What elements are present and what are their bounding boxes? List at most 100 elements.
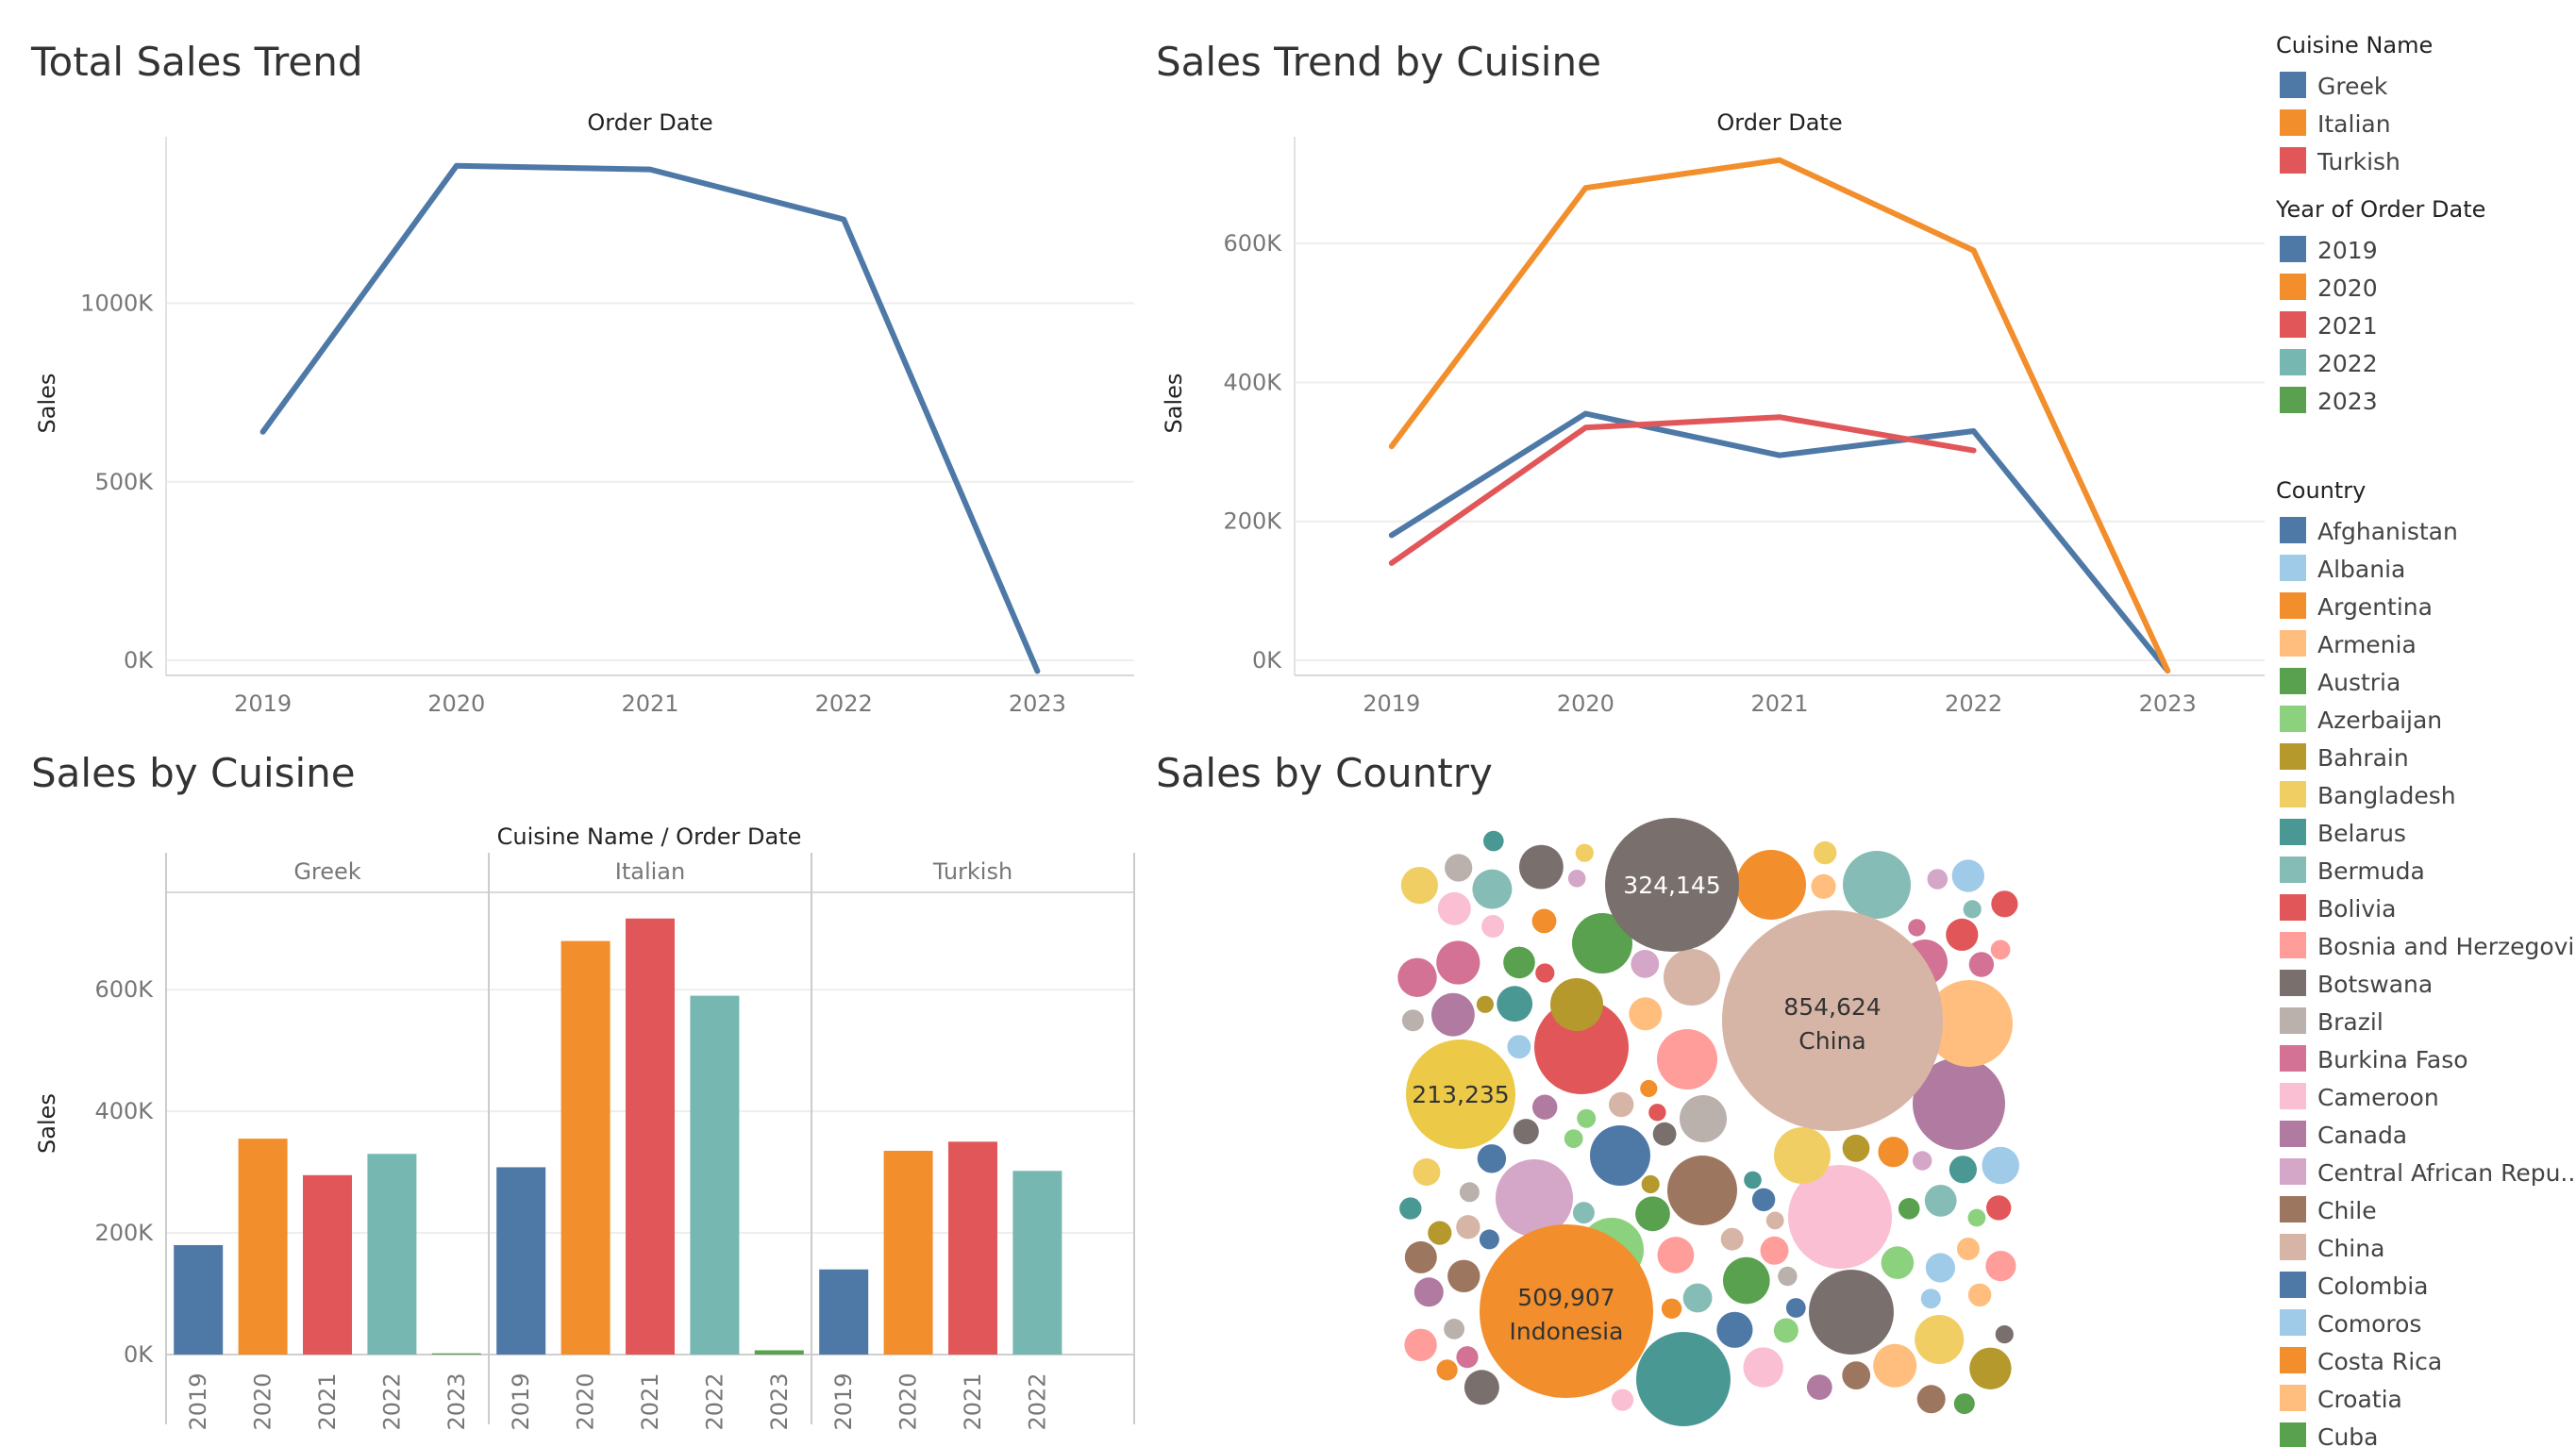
x-tick-label: 2019: [508, 1372, 534, 1430]
legend-item-label: Afghanistan: [2317, 518, 2458, 545]
legend-swatch-country: [2280, 894, 2306, 921]
country-bubble: [1736, 850, 1806, 920]
legend-item-label: 2021: [2317, 312, 2378, 340]
legend-item-label: Cameroon: [2317, 1084, 2439, 1111]
country-bubble: [1963, 900, 1982, 919]
country-bubble: [1814, 840, 1837, 865]
country-bubble: [1842, 1134, 1870, 1162]
bar-turkish-2022: [1012, 1171, 1062, 1355]
bar-turkish-2020: [883, 1151, 933, 1355]
country-bubble: [1572, 1202, 1595, 1224]
country-bubble: [1990, 940, 2011, 960]
country-bubble: [1878, 1137, 1909, 1168]
legend-swatch-country: [2280, 857, 2306, 883]
x-tick-label: 2021: [621, 690, 678, 717]
bar-greek-2022: [367, 1154, 417, 1355]
country-bubble: [1982, 1146, 2019, 1185]
country-bubble: [1577, 1108, 1597, 1128]
legend-swatch-country: [2280, 1347, 2306, 1373]
country-bubble: [1661, 1298, 1682, 1320]
country-bubble: [1751, 1188, 1776, 1212]
country-bubble: [1716, 1311, 1753, 1348]
x-tick-label: 2019: [185, 1372, 211, 1430]
legend-item-label: Chile: [2317, 1197, 2377, 1224]
legend-swatch-country: [2280, 555, 2306, 581]
country-bubble: [1399, 1197, 1422, 1220]
country-bubble: [1773, 1318, 1798, 1343]
y-tick-label: 200K: [94, 1220, 154, 1246]
country-bubble: [1445, 854, 1473, 882]
country-bubble-bangladesh: [1406, 1040, 1515, 1149]
country-bubble: [1464, 1370, 1499, 1405]
country-bubble: [1744, 1171, 1762, 1189]
cuisine-pane-header: Turkish: [932, 858, 1012, 885]
x-tick-label: 2020: [895, 1372, 922, 1430]
legend-swatch-country: [2280, 1309, 2306, 1336]
chart-title: Sales by Cuisine: [31, 750, 356, 796]
country-bubble: [1444, 1319, 1464, 1339]
x-tick-label: 2022: [815, 690, 873, 717]
legend-title: Cuisine Name: [2276, 32, 2433, 58]
legend-swatch-cuisine: [2280, 147, 2306, 174]
bubble-value-label: 854,624: [1783, 993, 1881, 1021]
legend-swatch-country: [2280, 630, 2306, 657]
y-tick-label: 0K: [124, 1341, 154, 1368]
bar-turkish-2021: [948, 1141, 997, 1355]
legend-swatch-country: [2280, 1272, 2306, 1298]
x-tick-label: 2019: [234, 690, 292, 717]
chart-title: Total Sales Trend: [30, 39, 363, 85]
country-bubble: [1413, 1158, 1441, 1186]
legend-item-label: Bermuda: [2317, 857, 2425, 885]
legend-item-label: Colombia: [2317, 1272, 2428, 1300]
country-bubble: [1431, 992, 1475, 1037]
country-bubble: [1483, 830, 1504, 852]
x-tick-label: 2020: [1557, 690, 1614, 717]
legend-item-label: Greek: [2317, 73, 2388, 100]
country-bubble: [1881, 1246, 1915, 1279]
country-bubble: [1564, 1129, 1583, 1148]
legend-swatch-country: [2280, 1196, 2306, 1222]
country-bubble: [1774, 1127, 1831, 1184]
legend-item-label: Canada: [2317, 1122, 2407, 1149]
country-bubble: [1641, 1174, 1660, 1194]
country-bubble: [1946, 918, 1979, 952]
x-tick-label: 2021: [314, 1372, 341, 1430]
country-bubble: [1477, 1144, 1507, 1173]
legend-item-label: 2020: [2317, 274, 2378, 302]
country-bubble: [1507, 1035, 1531, 1059]
legend-swatch-country: [2280, 970, 2306, 996]
y-tick-label: 0K: [124, 647, 154, 674]
country-bubble: [1456, 1346, 1479, 1369]
country-bubble: [1590, 1125, 1650, 1186]
country-bubble: [1967, 1283, 1992, 1307]
country-bubble: [1456, 1215, 1480, 1239]
legend-swatch-year: [2280, 274, 2306, 300]
legend-item-label: Burkina Faso: [2317, 1046, 2468, 1073]
country-bubble: [1995, 1325, 2014, 1344]
sales-by-country-chart: Sales by Country 854,624 China 509,907 Indon…: [1156, 750, 2019, 1426]
legend-swatch-country: [2280, 1158, 2306, 1185]
series-line-italian: [1388, 157, 2171, 674]
country-bubble: [1967, 1208, 1986, 1227]
country-bubble: [1503, 946, 1535, 979]
legend-swatch-country: [2280, 592, 2306, 619]
x-tick-label: 2021: [1750, 690, 1808, 717]
country-bubble: [1969, 1347, 2012, 1390]
country-bubble: [1951, 859, 1984, 892]
bubble-value-label: 324,145: [1623, 872, 1720, 899]
legend-swatch-country: [2280, 932, 2306, 958]
legend-item-label: Bosnia and Herzegovi..: [2317, 933, 2576, 960]
y-axis-title: Sales: [1161, 374, 1187, 434]
y-tick-label: 0K: [1252, 647, 1282, 674]
sales-trend-by-cuisine-chart: Sales Trend by Cuisine Order Date Sales 0K 2…: [1156, 39, 2265, 717]
y-tick-label: 500K: [94, 469, 154, 495]
chart-title: Sales by Country: [1156, 750, 1493, 796]
legend-item-label: Belarus: [2317, 820, 2406, 847]
bubble-value-label: 213,235: [1412, 1081, 1509, 1108]
country-bubble: [1404, 1328, 1437, 1362]
bar-turkish-2019: [819, 1269, 869, 1355]
country-bubble: [1401, 1009, 1424, 1032]
country-bubble: [1428, 1221, 1452, 1245]
legend-swatch-cuisine: [2280, 72, 2306, 98]
country-bubble: [1720, 1227, 1744, 1251]
